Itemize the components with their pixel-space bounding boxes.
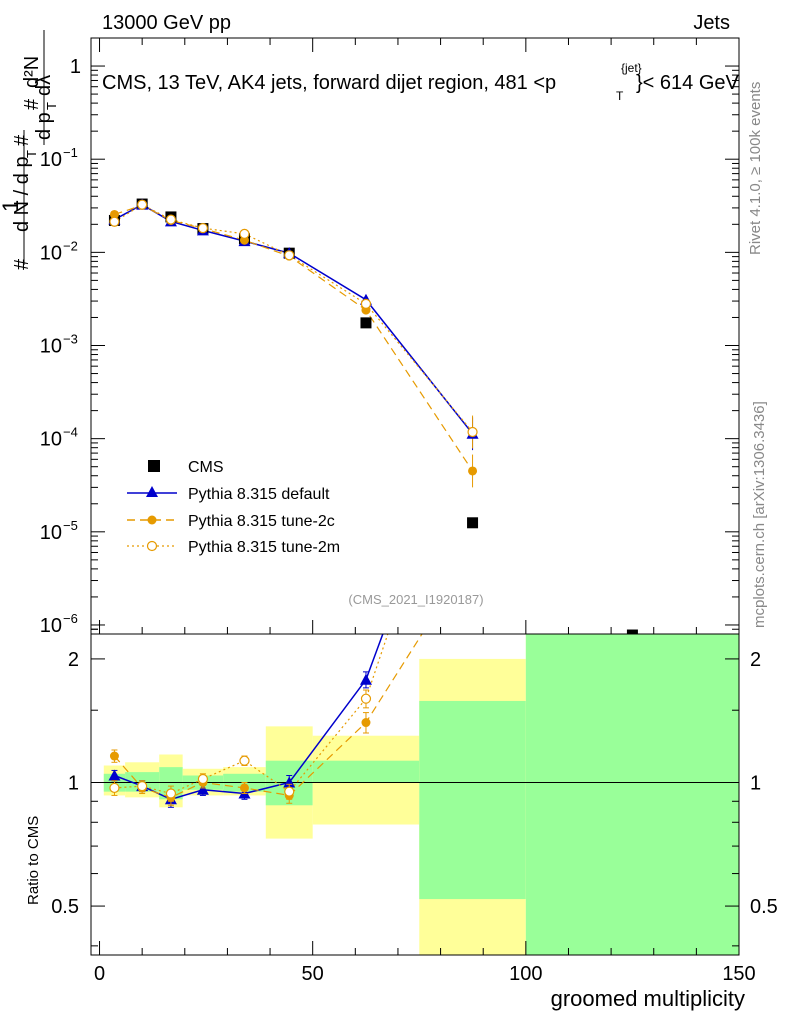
spectrum-line-0 [114, 203, 474, 435]
y-tick-label: 1 [70, 56, 81, 78]
ratio-point [467, 385, 479, 396]
svg-text:T: T [44, 102, 59, 110]
ratio-tick-label-right: 0.5 [750, 896, 778, 918]
x-tick-label: 0 [94, 963, 105, 985]
svg-text:T: T [24, 150, 39, 158]
ratio-line-2 [114, 634, 389, 795]
plot-title: CMS, 13 TeV, AK4 jets, forward dijet reg… [102, 72, 556, 94]
legend-label-cms: CMS [188, 459, 224, 476]
svg-text:#: # [11, 134, 33, 146]
ratio-point [109, 782, 120, 794]
legend-marker-tune2m [146, 540, 158, 552]
spectrum-point [239, 228, 250, 239]
ratio-point [468, 550, 477, 559]
spectrum-line-1 [114, 204, 474, 472]
ratio-point [109, 751, 119, 761]
ratio-point [361, 718, 371, 728]
y-tick-exponent: −6 [63, 611, 78, 626]
spectrum-point [165, 214, 177, 225]
y-tick-exponent: −1 [63, 145, 78, 160]
ratio-tick-label-right: 1 [750, 772, 761, 794]
band-green [525, 634, 739, 955]
spectrum-point [467, 426, 478, 438]
ratio-point [284, 786, 295, 797]
lower-frame [90, 633, 740, 956]
legend-marker-cms [148, 460, 160, 472]
spectrum-series [108, 198, 638, 634]
ratio-point [239, 783, 249, 793]
svg-text:#: # [11, 258, 33, 270]
y-tick-label: 10 [40, 242, 62, 264]
ratio-tick-label: 2 [68, 649, 79, 671]
svg-text:1: 1 [0, 200, 23, 212]
svg-text:#: # [21, 98, 43, 110]
x-tick-label: 50 [302, 963, 324, 985]
legend-marker-tune2c [147, 515, 157, 525]
spectrum-point [360, 298, 372, 309]
y-tick-label: 10 [40, 149, 62, 171]
y-tick-exponent: −5 [63, 518, 78, 533]
spectrum-line-2 [114, 203, 474, 433]
ratio-point [239, 755, 250, 766]
ratio-point [196, 783, 209, 795]
ratio-tick-label-right: 2 [750, 649, 761, 671]
y-axis-label-lower: Ratio to CMS [25, 816, 42, 905]
rivet-label: Rivet 4.1.0, ≥ 100k events [747, 82, 764, 255]
ratio-point [468, 379, 477, 388]
legend-label-default: Pythia 8.315 default [188, 486, 330, 503]
band-green [312, 760, 420, 783]
svg-text:d²N: d²N [21, 56, 43, 88]
y-tick-label: 10 [40, 522, 62, 544]
cms-point [626, 629, 638, 634]
legend-marker-default [146, 486, 158, 497]
plot-title-sup: {jet} [621, 61, 642, 75]
ratio-point [137, 780, 148, 792]
spectrum-point [109, 209, 119, 219]
header-left: 13000 GeV pp [102, 12, 231, 34]
analysis-watermark: (CMS_2021_I1920187) [348, 592, 483, 607]
x-tick-label: 150 [722, 963, 755, 985]
ratio-point [359, 673, 372, 685]
spectrum-point [468, 466, 478, 476]
ratio-point [108, 769, 121, 781]
y-tick-label: 10 [40, 615, 62, 637]
y-tick-exponent: −4 [63, 425, 78, 440]
band-green [159, 767, 183, 800]
y-axis-label-upper: # d N / d p T # 1 d p T dλ # d²N [0, 30, 59, 270]
ratio-tick-label: 1 [68, 772, 79, 794]
cms-point [467, 517, 479, 529]
y-tick-label: 10 [40, 429, 62, 451]
legend-label-tune2c: Pythia 8.315 tune-2c [188, 513, 335, 530]
ratio-series [108, 379, 479, 808]
band-green [419, 700, 526, 900]
ratio-point [197, 773, 209, 785]
mcplots-label: mcplots.cern.ch [arXiv:1306.3436] [751, 401, 768, 628]
x-tick-label: 100 [509, 963, 542, 985]
legend: CMS Pythia 8.315 default Pythia 8.315 tu… [127, 459, 340, 556]
plot-title-end: }< 614 GeV [636, 72, 740, 94]
plot-title-sub: T [616, 89, 624, 103]
spectrum-point [109, 216, 120, 227]
spectrum-point [197, 223, 209, 234]
spectrum-point [284, 250, 295, 261]
svg-text:d N / d p: d N / d p [11, 156, 33, 232]
ratio-line-0 [114, 634, 384, 801]
y-tick-label: 10 [40, 336, 62, 358]
header-right: Jets [693, 12, 730, 34]
ratio-point [165, 788, 177, 799]
y-tick-exponent: −3 [63, 332, 78, 347]
x-axis-label: groomed multiplicity [551, 986, 745, 1011]
legend-label-tune2m: Pythia 8.315 tune-2m [188, 539, 340, 556]
ratio-point [360, 693, 372, 704]
spectrum-point [137, 199, 148, 210]
ratio-tick-label: 0.5 [51, 896, 79, 918]
y-tick-exponent: −2 [63, 238, 78, 253]
cms-point [360, 317, 372, 329]
